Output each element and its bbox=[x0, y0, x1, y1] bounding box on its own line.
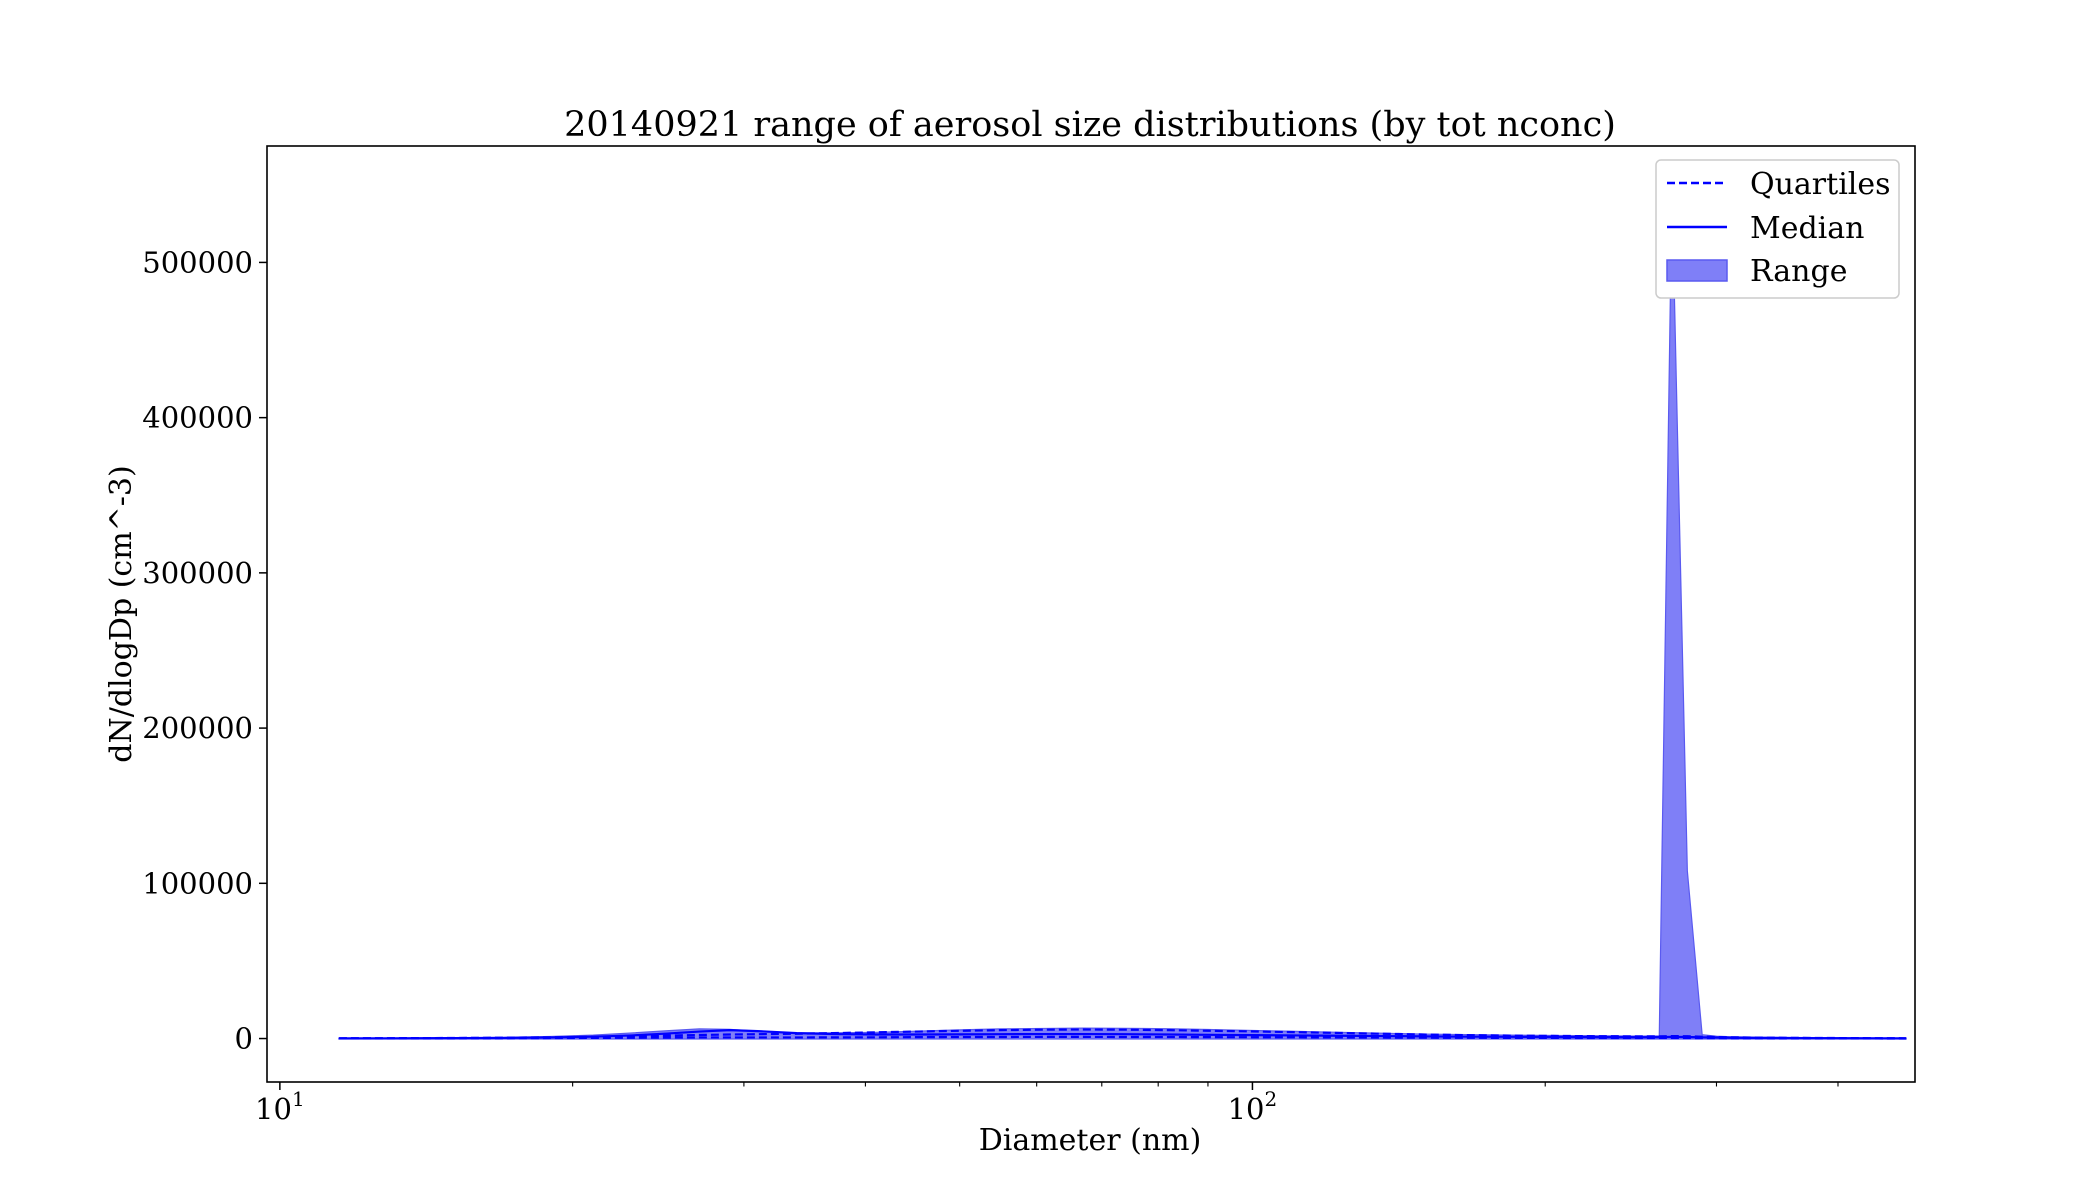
chart-title: 20140921 range of aerosol size distribut… bbox=[564, 105, 1616, 145]
plot-area bbox=[338, 187, 1907, 1040]
median-line bbox=[338, 1029, 1907, 1040]
y-tick-label: 300000 bbox=[142, 556, 253, 590]
y-tick-label: 0 bbox=[235, 1022, 253, 1056]
legend: Quartiles Median Range bbox=[1655, 159, 1900, 299]
y-tick-label: 400000 bbox=[142, 401, 253, 435]
y-axis-label: dN/dlogDp (cm^-3) bbox=[104, 465, 139, 762]
legend-range-label: Range bbox=[1750, 254, 1847, 289]
legend-quartiles-label: Quartiles bbox=[1750, 167, 1891, 202]
y-tick-label: 500000 bbox=[142, 245, 253, 279]
x-tick-label: 101 bbox=[255, 1087, 305, 1126]
x-tick-label: 102 bbox=[1228, 1087, 1278, 1126]
plot-frame bbox=[266, 145, 1916, 1083]
axes: 0 100000 200000 300000 400000 500000 101 102 bbox=[142, 245, 1839, 1126]
x-axis-label: Diameter (nm) bbox=[979, 1123, 1202, 1158]
legend-range-swatch bbox=[1666, 259, 1728, 282]
y-tick-label: 100000 bbox=[142, 866, 253, 900]
y-tick-label: 200000 bbox=[142, 711, 253, 745]
legend-median-label: Median bbox=[1750, 211, 1864, 246]
